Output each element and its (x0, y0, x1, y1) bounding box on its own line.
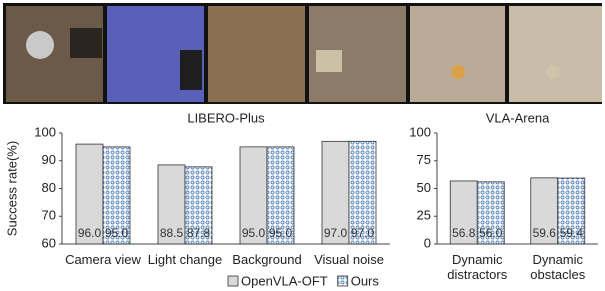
value-label: 87.8 (187, 226, 211, 240)
value-label: 59.6 (533, 226, 557, 240)
x-tick-label: Visual noise (309, 252, 389, 267)
y-tick-label: 75 (417, 152, 431, 167)
y-tick-label: 0 (424, 235, 431, 250)
page: LIBERO-Plus Success rate(%) 60 70 80 90 100 96.… (0, 0, 605, 291)
x-tick-label: Dynamic obstacles (518, 252, 598, 282)
y-tick-label: 80 (42, 180, 56, 195)
x-tick-label: Background (227, 252, 307, 267)
value-label: 88.5 (160, 226, 184, 240)
value-label: 95.0 (269, 226, 293, 240)
y-axis-label: Success rate(%) (4, 141, 19, 236)
y-tick-label: 60 (42, 235, 56, 250)
y-tick-label: 50 (417, 180, 431, 195)
value-label: 95.0 (105, 226, 129, 240)
value-label: 96.0 (78, 226, 102, 240)
value-label: 56.8 (452, 226, 476, 240)
value-label: 56.0 (479, 226, 503, 240)
chart: LIBERO-Plus Success rate(%) 60 70 80 90 100 96.… (0, 0, 605, 291)
value-label: 59.4 (560, 226, 584, 240)
y-tick-label: 100 (34, 124, 56, 139)
x-tick-label: Light change (145, 252, 225, 267)
chart-title: VLA-Arena (486, 110, 550, 125)
y-tick-label: 100 (409, 124, 431, 139)
x-tick-label: Dynamic distractors (437, 252, 517, 282)
value-label: 97.0 (324, 226, 348, 240)
y-tick-label: 90 (42, 152, 56, 167)
photo-strip (3, 3, 602, 104)
chart-title: LIBERO-Plus (187, 110, 265, 125)
x-tick-label: Camera view (63, 252, 143, 267)
legend-label: OpenVLA-OFT (241, 273, 328, 288)
value-label: 95.0 (242, 226, 266, 240)
y-tick-label: 70 (42, 208, 56, 223)
y-tick-label: 25 (417, 208, 431, 223)
legend-label: Ours (351, 273, 380, 288)
value-label: 97.0 (351, 226, 375, 240)
legend-swatch (338, 276, 348, 286)
legend-swatch (228, 276, 238, 286)
